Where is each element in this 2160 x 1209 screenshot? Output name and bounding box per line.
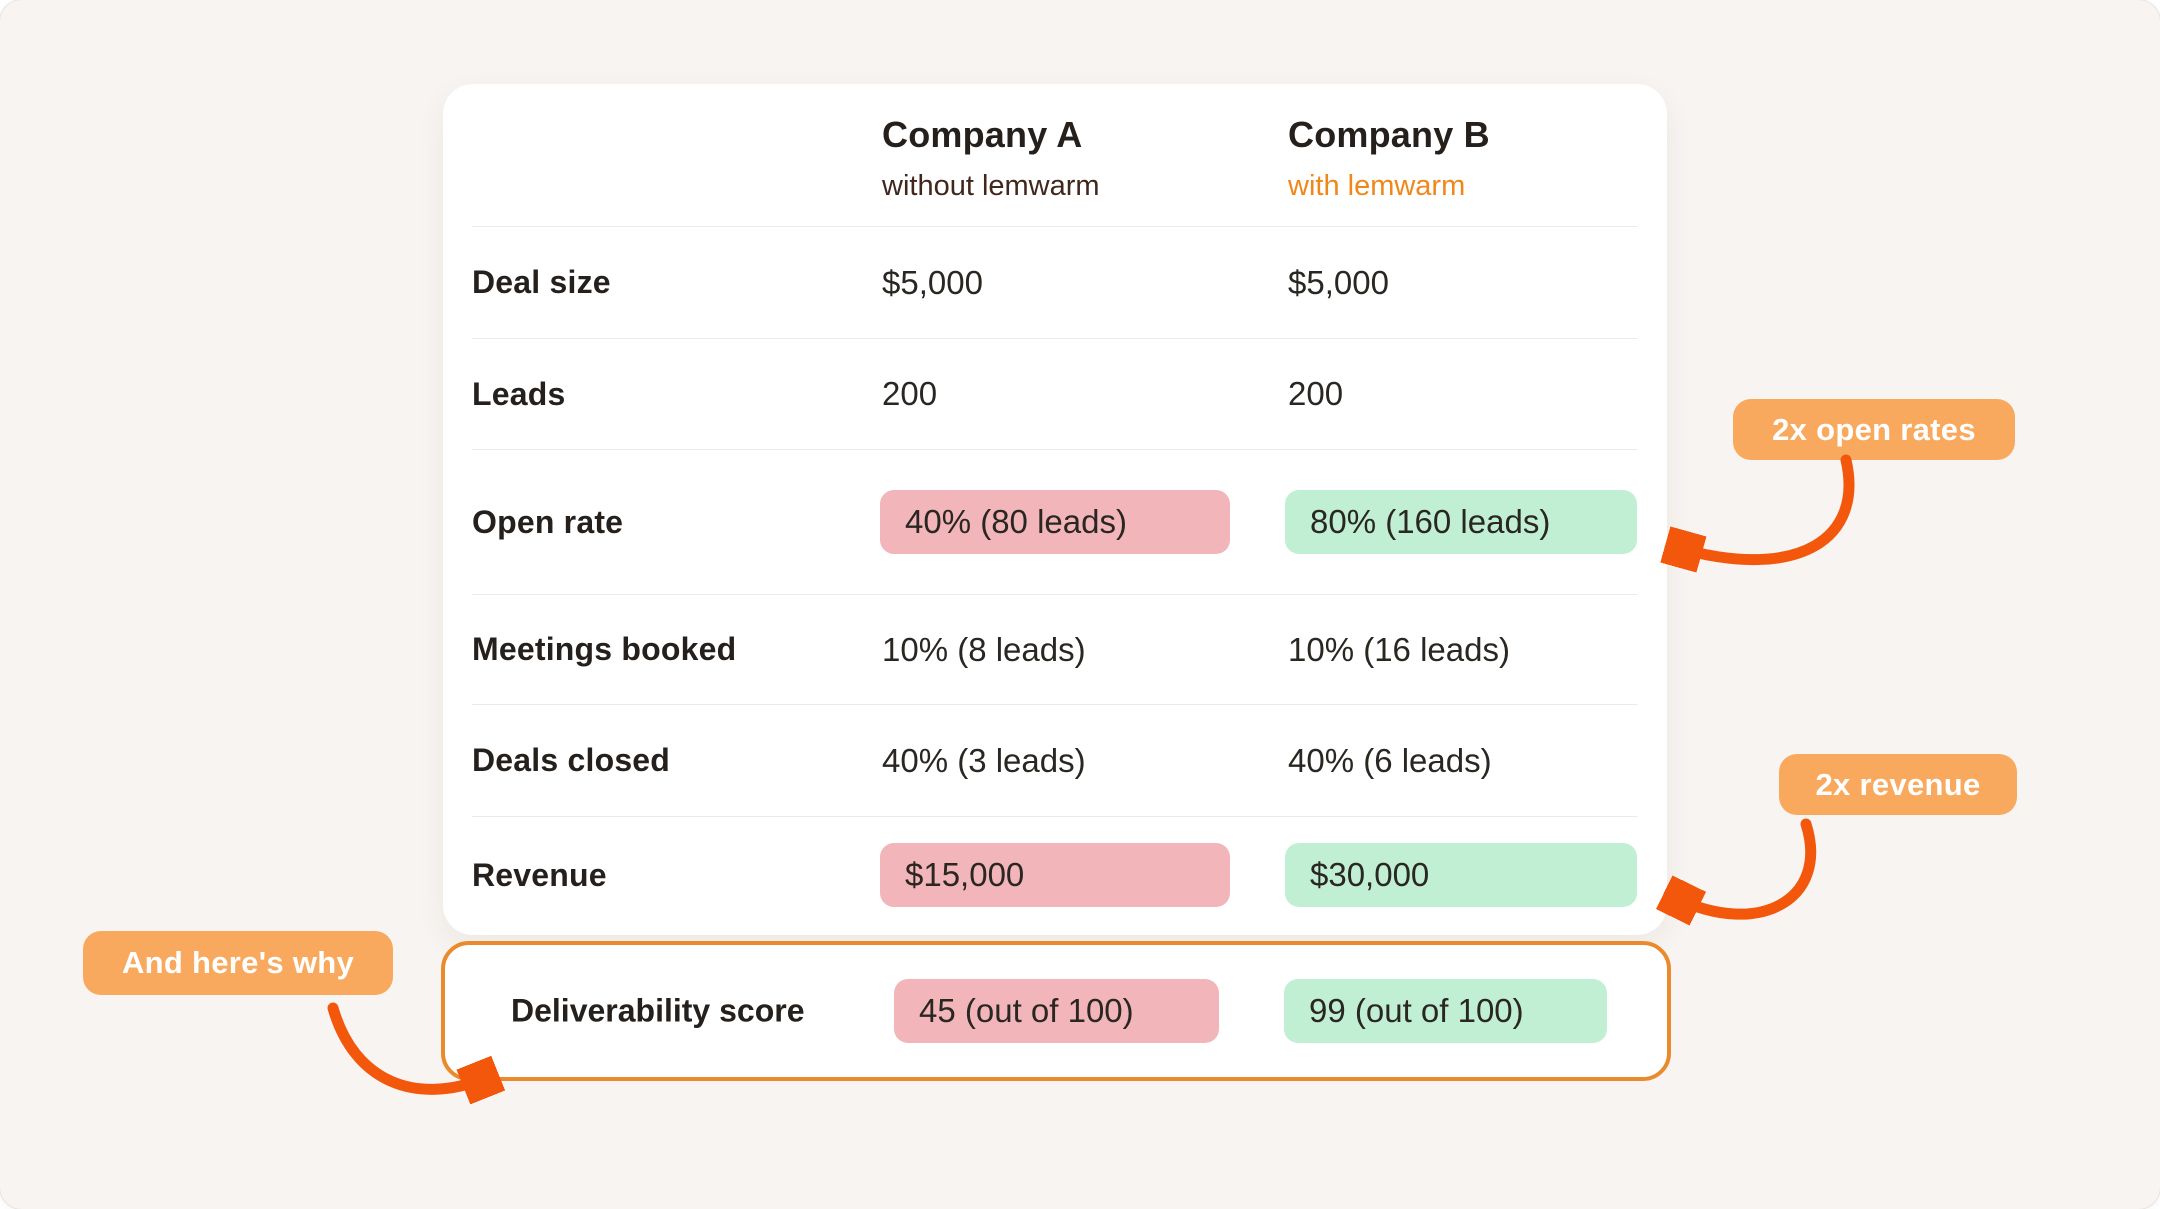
column-header-company-b: Company B with lemwarm [1288, 114, 1668, 203]
column-header-company-a: Company A without lemwarm [882, 114, 1262, 203]
callout-badge-open-rates: 2x open rates [1733, 399, 2015, 460]
row-label: Revenue [472, 856, 607, 893]
callout-badge-revenue: 2x revenue [1779, 754, 2017, 815]
deliverability-score-box: Deliverability score 45 (out of 100) 99 … [441, 941, 1671, 1081]
highlight-pill-positive: $30,000 [1285, 843, 1637, 907]
cell-company-b: 10% (16 leads) [1288, 630, 1510, 668]
row-label: Leads [472, 375, 566, 412]
arrow-open-rates-icon [1678, 454, 1855, 560]
deliverability-label: Deliverability score [511, 992, 805, 1029]
highlight-pill-negative: 40% (80 leads) [880, 490, 1230, 554]
arrow-revenue-icon [1676, 818, 1817, 914]
table-body: Deal size $5,000 $5,000 Leads 200 200 Op… [472, 226, 1637, 933]
company-a-title: Company A [882, 114, 1083, 155]
cell-company-a: 10% (8 leads) [882, 630, 1086, 668]
row-label: Open rate [472, 503, 624, 540]
cell-company-b: 40% (6 leads) [1288, 741, 1492, 779]
table-row-meetings-booked: Meetings booked 10% (8 leads) 10% (16 le… [472, 594, 1637, 704]
comparison-card: Company A without lemwarm Company B with… [443, 84, 1667, 935]
highlight-pill-negative: $15,000 [880, 843, 1230, 907]
row-label: Deal size [472, 264, 611, 300]
table-header: Company A without lemwarm Company B with… [443, 84, 1667, 226]
highlight-pill-negative: 45 (out of 100) [894, 979, 1219, 1043]
row-label: Meetings booked [472, 631, 737, 667]
table-row-open-rate: Open rate 40% (80 leads) 80% (160 leads) [472, 449, 1637, 594]
company-b-title: Company B [1288, 114, 1490, 155]
row-label: Deals closed [472, 742, 671, 778]
cell-company-a: 40% (3 leads) [882, 741, 1086, 779]
table-row-revenue: Revenue $15,000 $30,000 [472, 816, 1637, 933]
cell-company-b: $5,000 [1288, 263, 1389, 301]
cell-company-a: 200 [882, 375, 938, 412]
table-row-deals-closed: Deals closed 40% (3 leads) 40% (6 leads) [472, 704, 1637, 816]
company-b-subtitle: with lemwarm [1288, 170, 1466, 202]
highlight-pill-positive: 99 (out of 100) [1284, 979, 1607, 1043]
company-a-subtitle: without lemwarm [882, 170, 1100, 202]
table-row-leads: Leads 200 200 [472, 338, 1637, 449]
cell-company-b: 200 [1288, 375, 1344, 412]
table-row-deal-size: Deal size $5,000 $5,000 [472, 226, 1637, 338]
cell-company-a: $5,000 [882, 263, 983, 301]
highlight-pill-positive: 80% (160 leads) [1285, 490, 1637, 554]
callout-badge-why: And here's why [83, 931, 393, 995]
